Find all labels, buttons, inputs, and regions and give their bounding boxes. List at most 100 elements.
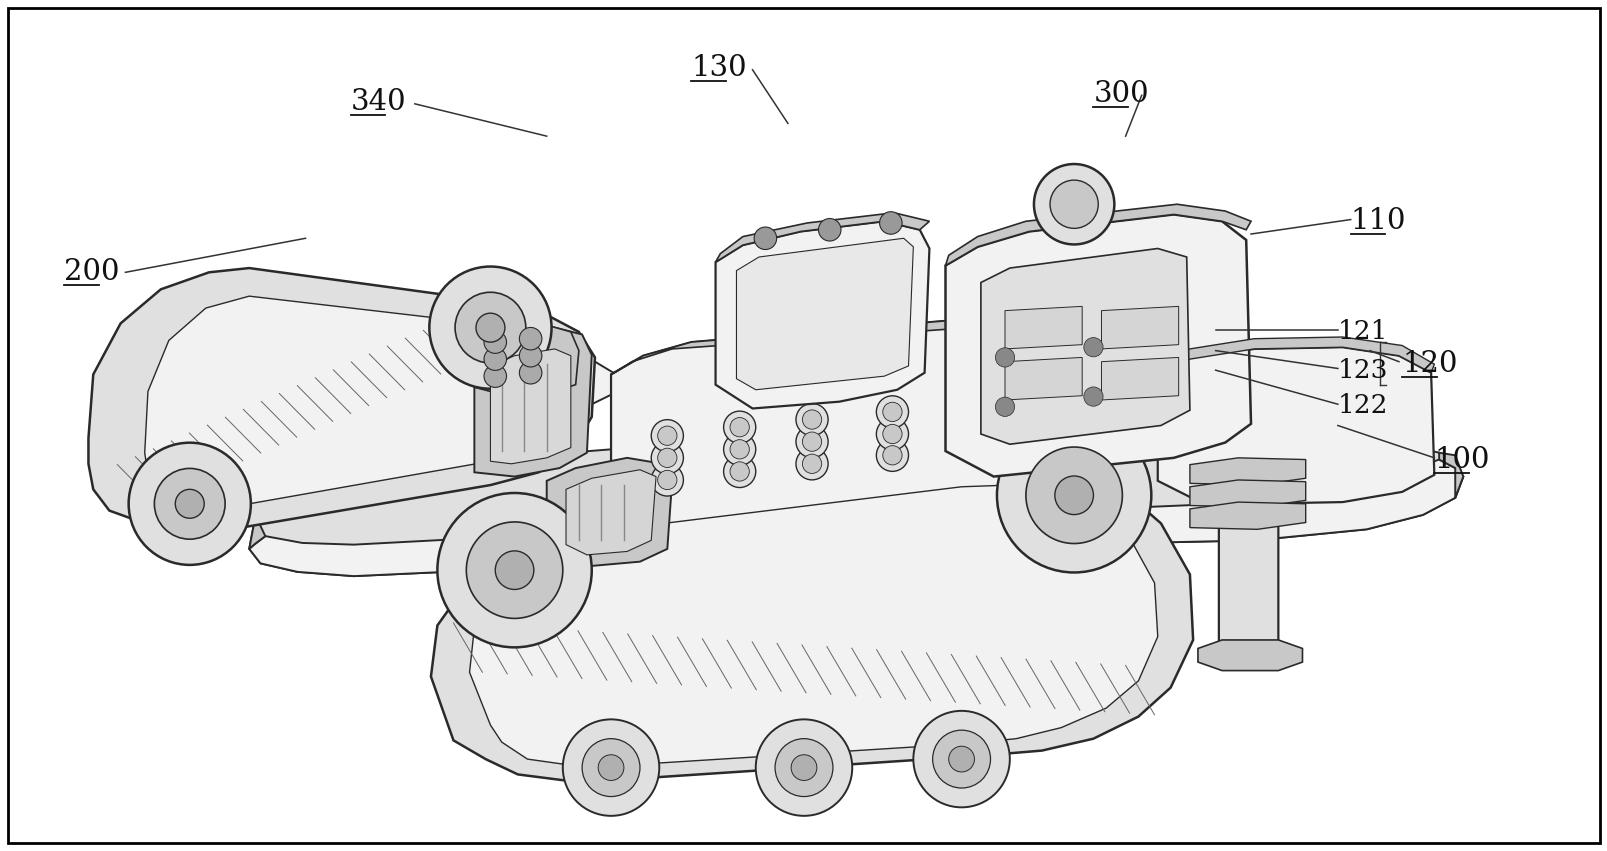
Circle shape xyxy=(657,426,677,445)
Polygon shape xyxy=(1101,357,1178,400)
Circle shape xyxy=(882,425,902,443)
Polygon shape xyxy=(980,248,1189,444)
Ellipse shape xyxy=(296,334,556,419)
Polygon shape xyxy=(611,317,1041,374)
Circle shape xyxy=(948,746,974,772)
Polygon shape xyxy=(490,349,570,464)
Polygon shape xyxy=(249,426,1462,576)
Circle shape xyxy=(484,331,506,353)
Circle shape xyxy=(1049,180,1098,228)
Circle shape xyxy=(730,462,749,481)
Polygon shape xyxy=(145,296,546,504)
Text: 121: 121 xyxy=(1337,319,1387,345)
Polygon shape xyxy=(474,325,579,396)
Circle shape xyxy=(129,443,251,565)
Circle shape xyxy=(455,292,525,363)
Circle shape xyxy=(437,493,591,648)
Circle shape xyxy=(995,348,1014,367)
Circle shape xyxy=(1025,447,1122,544)
Polygon shape xyxy=(945,204,1250,266)
Text: 300: 300 xyxy=(1093,80,1149,107)
Circle shape xyxy=(802,410,821,429)
Circle shape xyxy=(795,448,828,480)
Ellipse shape xyxy=(296,326,556,414)
Circle shape xyxy=(876,439,908,471)
Polygon shape xyxy=(249,519,265,549)
Circle shape xyxy=(882,446,902,465)
Circle shape xyxy=(723,433,755,465)
Polygon shape xyxy=(715,213,929,262)
Circle shape xyxy=(879,212,902,234)
Polygon shape xyxy=(431,468,1192,781)
Text: 130: 130 xyxy=(691,54,747,82)
Circle shape xyxy=(795,403,828,436)
Circle shape xyxy=(802,454,821,473)
Circle shape xyxy=(995,397,1014,416)
Circle shape xyxy=(598,755,624,780)
Circle shape xyxy=(791,755,816,780)
Polygon shape xyxy=(611,317,1045,538)
Text: 123: 123 xyxy=(1337,357,1387,383)
Polygon shape xyxy=(1004,357,1082,400)
Text: 340: 340 xyxy=(350,89,407,116)
Circle shape xyxy=(996,418,1151,573)
Circle shape xyxy=(562,719,659,816)
Polygon shape xyxy=(1438,453,1462,498)
Polygon shape xyxy=(1157,337,1433,374)
Polygon shape xyxy=(474,328,591,477)
Polygon shape xyxy=(1197,640,1302,671)
Circle shape xyxy=(754,227,776,249)
Polygon shape xyxy=(715,221,929,408)
Circle shape xyxy=(476,313,505,342)
Circle shape xyxy=(429,266,551,389)
Circle shape xyxy=(495,551,534,590)
Polygon shape xyxy=(1189,502,1305,529)
Circle shape xyxy=(730,418,749,437)
Polygon shape xyxy=(1101,306,1178,349)
Text: 110: 110 xyxy=(1350,208,1406,235)
Polygon shape xyxy=(1218,461,1278,662)
Circle shape xyxy=(755,719,852,816)
Circle shape xyxy=(484,348,506,370)
Polygon shape xyxy=(469,485,1157,766)
Circle shape xyxy=(775,739,832,797)
Circle shape xyxy=(175,489,204,518)
Polygon shape xyxy=(945,214,1250,477)
Polygon shape xyxy=(1004,306,1082,349)
Polygon shape xyxy=(88,268,595,529)
Circle shape xyxy=(1083,338,1102,357)
Circle shape xyxy=(519,345,542,367)
Circle shape xyxy=(657,448,677,467)
Circle shape xyxy=(1083,387,1102,406)
Polygon shape xyxy=(394,340,619,404)
Circle shape xyxy=(1033,164,1114,244)
Circle shape xyxy=(484,365,506,387)
Circle shape xyxy=(657,471,677,489)
Circle shape xyxy=(582,739,640,797)
Text: 120: 120 xyxy=(1401,351,1458,378)
Circle shape xyxy=(519,328,542,350)
Text: 100: 100 xyxy=(1433,446,1490,473)
Circle shape xyxy=(795,426,828,458)
Circle shape xyxy=(913,711,1009,808)
Polygon shape xyxy=(566,470,656,555)
Circle shape xyxy=(651,442,683,474)
Circle shape xyxy=(802,432,821,451)
Circle shape xyxy=(519,362,542,384)
Circle shape xyxy=(723,455,755,488)
Polygon shape xyxy=(546,458,672,566)
Circle shape xyxy=(730,440,749,459)
Polygon shape xyxy=(1157,347,1433,504)
Polygon shape xyxy=(1189,458,1305,485)
Polygon shape xyxy=(249,460,1462,576)
Polygon shape xyxy=(736,238,913,390)
Circle shape xyxy=(723,411,755,443)
Circle shape xyxy=(932,730,990,788)
Circle shape xyxy=(818,219,840,241)
Text: 200: 200 xyxy=(64,259,121,286)
Circle shape xyxy=(651,420,683,452)
Circle shape xyxy=(466,522,562,619)
Circle shape xyxy=(154,468,225,540)
Circle shape xyxy=(876,396,908,428)
Text: 122: 122 xyxy=(1337,393,1387,419)
